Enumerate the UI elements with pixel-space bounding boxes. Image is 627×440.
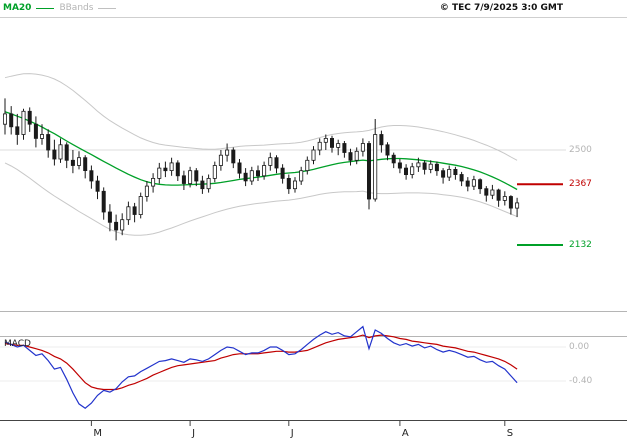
svg-text:M: M [93, 428, 102, 439]
ma20-line-swatch-icon [36, 7, 55, 9]
support-level-label: 2132 [569, 240, 592, 250]
macd-zero-label: 0.00 [569, 342, 590, 352]
svg-text:J: J [191, 428, 195, 439]
legend-ma20-label: MA20 [3, 3, 32, 13]
legend-bbands-label: BBands [59, 3, 94, 13]
copyright-text: © TEC 7/9/2025 3:0 GMT [439, 3, 563, 13]
macd-neg40-label: -0.40 [569, 376, 593, 386]
macd-panel-title: MACD [4, 339, 31, 349]
svg-text:S: S [507, 428, 513, 439]
svg-text:A: A [402, 428, 409, 439]
resistance-level-label: 2367 [569, 179, 592, 189]
bbands-line-swatch-icon [98, 7, 117, 9]
svg-text:J: J [290, 428, 294, 439]
price-gridline-label: 2500 [569, 145, 592, 155]
chart-legend: MA20 BBands [3, 3, 117, 13]
